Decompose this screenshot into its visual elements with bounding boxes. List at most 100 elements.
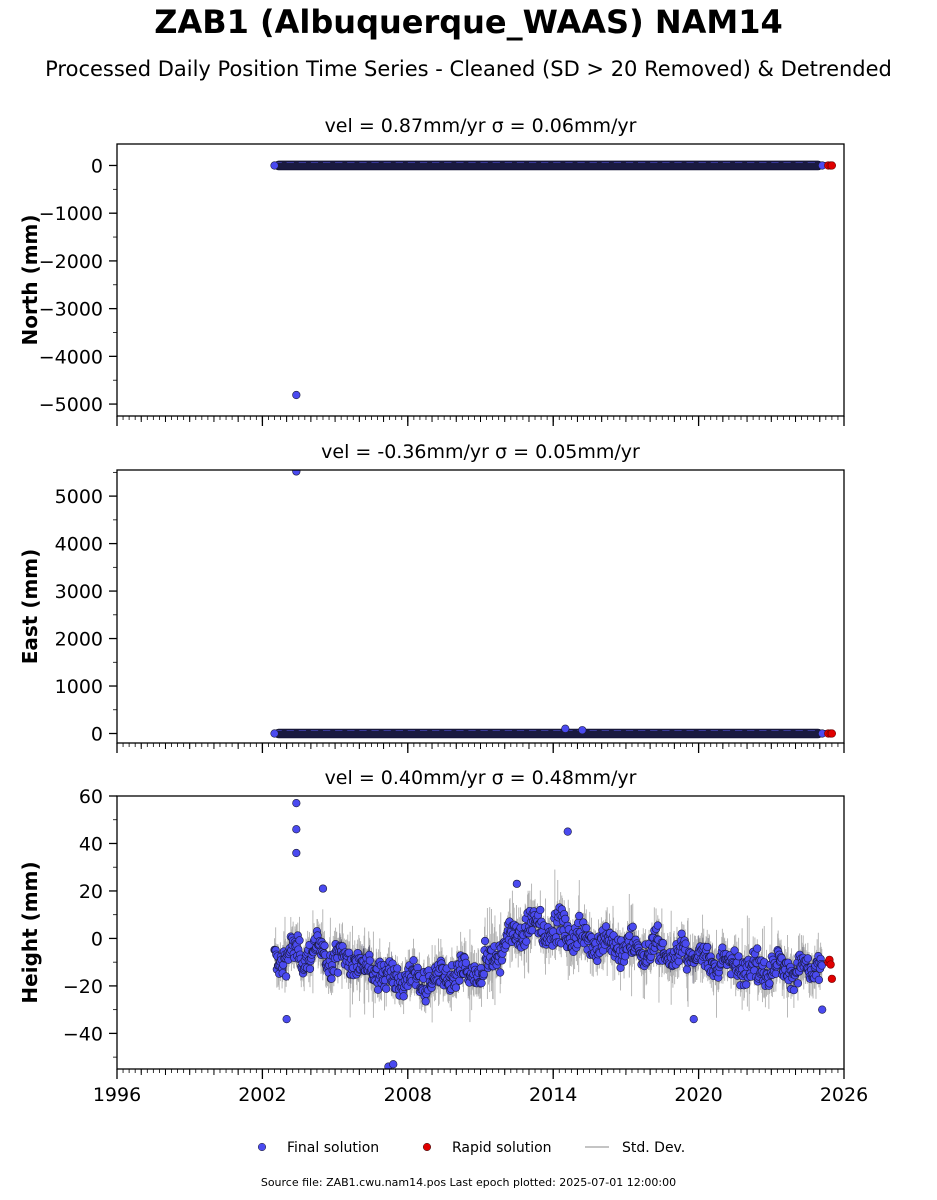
final-solution-point: [292, 799, 301, 808]
final-solution-point: [409, 956, 418, 965]
legend-label: Final solution: [287, 1140, 379, 1156]
final-solution-point: [817, 961, 826, 970]
final-solution-point: [496, 968, 505, 977]
x-tick-label: 2008: [384, 1084, 432, 1106]
plot-area: [270, 799, 836, 1069]
y-tick-label: 20: [79, 881, 103, 903]
final-solution-point: [818, 1005, 827, 1014]
final-solution-point: [497, 956, 507, 965]
final-solution-point: [561, 914, 570, 923]
y-tick-label: 0: [91, 928, 103, 950]
final-solution-point: [389, 1060, 398, 1069]
final-solution-point: [421, 997, 430, 1006]
plot-frame: [116, 143, 845, 417]
y-tick-label: −1000: [39, 203, 103, 225]
final-solution-point: [730, 946, 739, 955]
final-solution-point: [365, 956, 374, 965]
legend-marker: [422, 1142, 432, 1152]
y-tick-label: −20: [63, 976, 103, 998]
final-solution-point: [561, 724, 570, 733]
legend-label: Std. Dev.: [622, 1140, 685, 1156]
final-solution-point: [789, 986, 798, 995]
final-solution-point: [327, 974, 336, 983]
panel-title: vel = 0.87mm/yr σ = 0.06mm/yr: [325, 115, 637, 137]
x-tick-label: 2002: [238, 1084, 286, 1106]
panel-title: vel = -0.36mm/yr σ = 0.05mm/yr: [321, 441, 640, 463]
rapid-solution-point: [827, 161, 836, 170]
final-solution-point: [451, 983, 461, 992]
final-solution-point: [292, 470, 301, 476]
height-panel: vel = 0.40mm/yr σ = 0.48mm/yr Height (mm)…: [18, 767, 868, 1106]
final-solution-point: [393, 964, 402, 973]
final-solution-point: [625, 931, 634, 940]
final-solution-point: [318, 884, 328, 893]
final-solution-point: [734, 952, 743, 961]
final-solution-point: [282, 1015, 291, 1024]
final-solution-point: [628, 922, 637, 931]
final-solution-point: [477, 979, 486, 988]
final-solution-point: [563, 827, 572, 836]
y-tick-label: 4000: [55, 534, 103, 556]
final-solution-point: [803, 954, 812, 963]
y-axis-label: Height (mm): [18, 861, 42, 1003]
final-solution-point: [621, 952, 630, 961]
y-tick-label: −40: [63, 1023, 103, 1045]
final-solution-point: [270, 161, 279, 170]
final-solution-point: [689, 1015, 698, 1024]
final-solution-point: [305, 964, 315, 974]
final-solution-point: [601, 922, 611, 931]
y-tick-label: 0: [91, 155, 103, 177]
final-solution-point: [480, 936, 490, 946]
x-tick-label: 1996: [93, 1084, 141, 1106]
final-solution-point: [677, 929, 686, 938]
final-solution-point: [512, 879, 521, 888]
final-solution-point: [793, 979, 803, 988]
final-solution-point: [536, 905, 545, 915]
rapid-solution-point: [827, 974, 836, 983]
plot-frame: [116, 469, 845, 744]
final-solution-point: [578, 726, 587, 735]
y-tick-label: 0: [91, 724, 103, 746]
y-axis-label: North (mm): [18, 214, 42, 345]
y-tick-label: 60: [79, 786, 103, 808]
rapid-solution-point: [826, 960, 835, 969]
final-solution-point: [703, 942, 712, 952]
final-solution-point: [765, 979, 774, 988]
final-solution-point: [575, 911, 584, 920]
plot-area: [270, 160, 836, 400]
final-solution-point: [270, 729, 279, 738]
final-solution-point: [653, 921, 662, 930]
y-tick-label: 3000: [55, 581, 103, 603]
final-solution-point: [753, 944, 762, 953]
final-solution-point: [582, 924, 591, 933]
final-solution-point: [682, 965, 691, 974]
north-panel: vel = 0.87mm/yr σ = 0.06mm/yr North (mm) 0…: [18, 115, 845, 426]
y-tick-label: 2000: [55, 629, 103, 651]
final-solution-point: [382, 984, 391, 993]
final-solution-point: [292, 848, 301, 858]
final-solution-point: [461, 958, 470, 967]
final-solution-point: [674, 957, 683, 966]
east-panel: vel = -0.36mm/yr σ = 0.05mm/yr East (mm) 0…: [18, 441, 845, 753]
page-title: ZAB1 (Albuquerque_WAAS) NAM14: [154, 3, 783, 41]
y-tick-label: −3000: [39, 299, 103, 321]
y-tick-label: −5000: [39, 394, 103, 416]
final-solution-point: [292, 390, 301, 400]
y-tick-label: 1000: [55, 676, 103, 698]
final-solution-point: [333, 968, 343, 977]
plot-area: [270, 470, 836, 739]
final-solution-point: [295, 936, 304, 945]
y-tick-label: −4000: [39, 346, 103, 368]
x-tick-label: 2026: [820, 1084, 868, 1106]
final-solution-point: [658, 938, 668, 948]
plot-frame: [116, 795, 845, 1070]
legend-marker: [257, 1142, 267, 1152]
rapid-solution-point: [827, 729, 836, 738]
final-solution-point: [282, 972, 291, 981]
final-solution-point: [479, 970, 488, 979]
final-solution-point: [681, 939, 690, 948]
page-subtitle: Processed Daily Position Time Series - C…: [45, 57, 892, 81]
final-solution-point: [814, 975, 823, 984]
y-axis-label: East (mm): [18, 549, 42, 665]
